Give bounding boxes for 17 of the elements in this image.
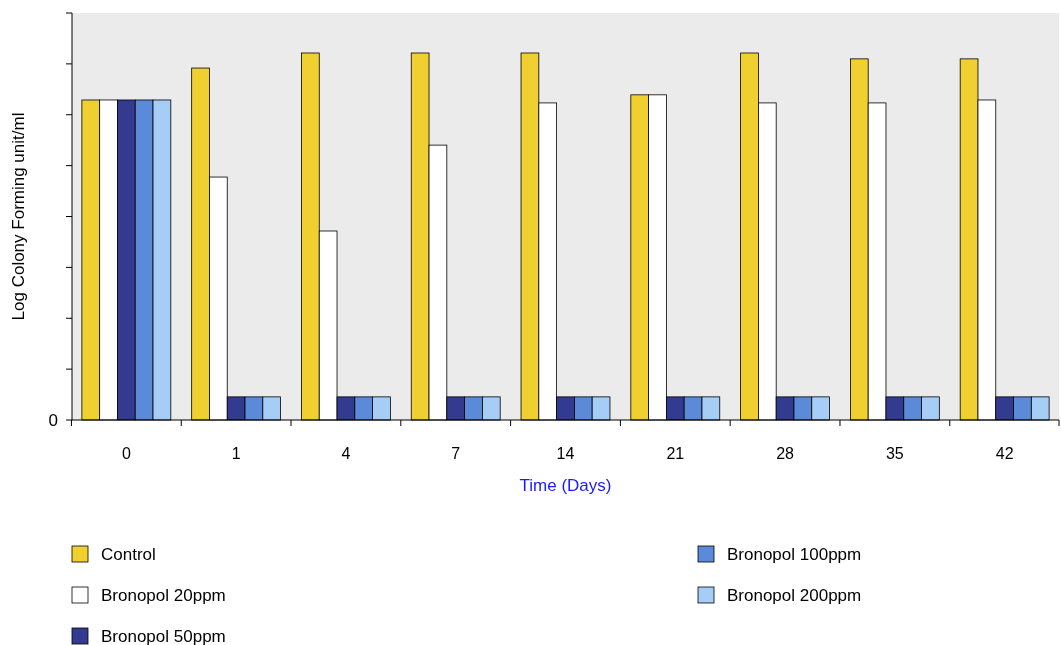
x-tick-label: 21 bbox=[666, 445, 685, 462]
x-tick-label: 28 bbox=[776, 445, 795, 462]
legend-label: Control bbox=[101, 545, 156, 564]
x-tick-label: 4 bbox=[341, 445, 351, 462]
x-tick-label: 42 bbox=[995, 445, 1014, 462]
legend-label: Bronopol 20ppm bbox=[101, 586, 226, 605]
x-tick-label: 14 bbox=[556, 445, 575, 462]
y-axis-title: Log Colony Forming unit/ml bbox=[9, 112, 28, 321]
text: 0 bbox=[48, 411, 58, 430]
x-tick-label: 35 bbox=[885, 445, 904, 462]
x-tick-label: 0 bbox=[121, 445, 131, 462]
x-tick-label: 7 bbox=[451, 445, 461, 462]
legend-label: Bronopol 200ppm bbox=[727, 586, 862, 605]
x-axis-title: Time (Days) bbox=[519, 476, 612, 495]
legend-label: Bronopol 50ppm bbox=[101, 627, 226, 645]
legend-label: Bronopol 100ppm bbox=[727, 545, 862, 564]
x-tick-label: 1 bbox=[231, 445, 241, 462]
